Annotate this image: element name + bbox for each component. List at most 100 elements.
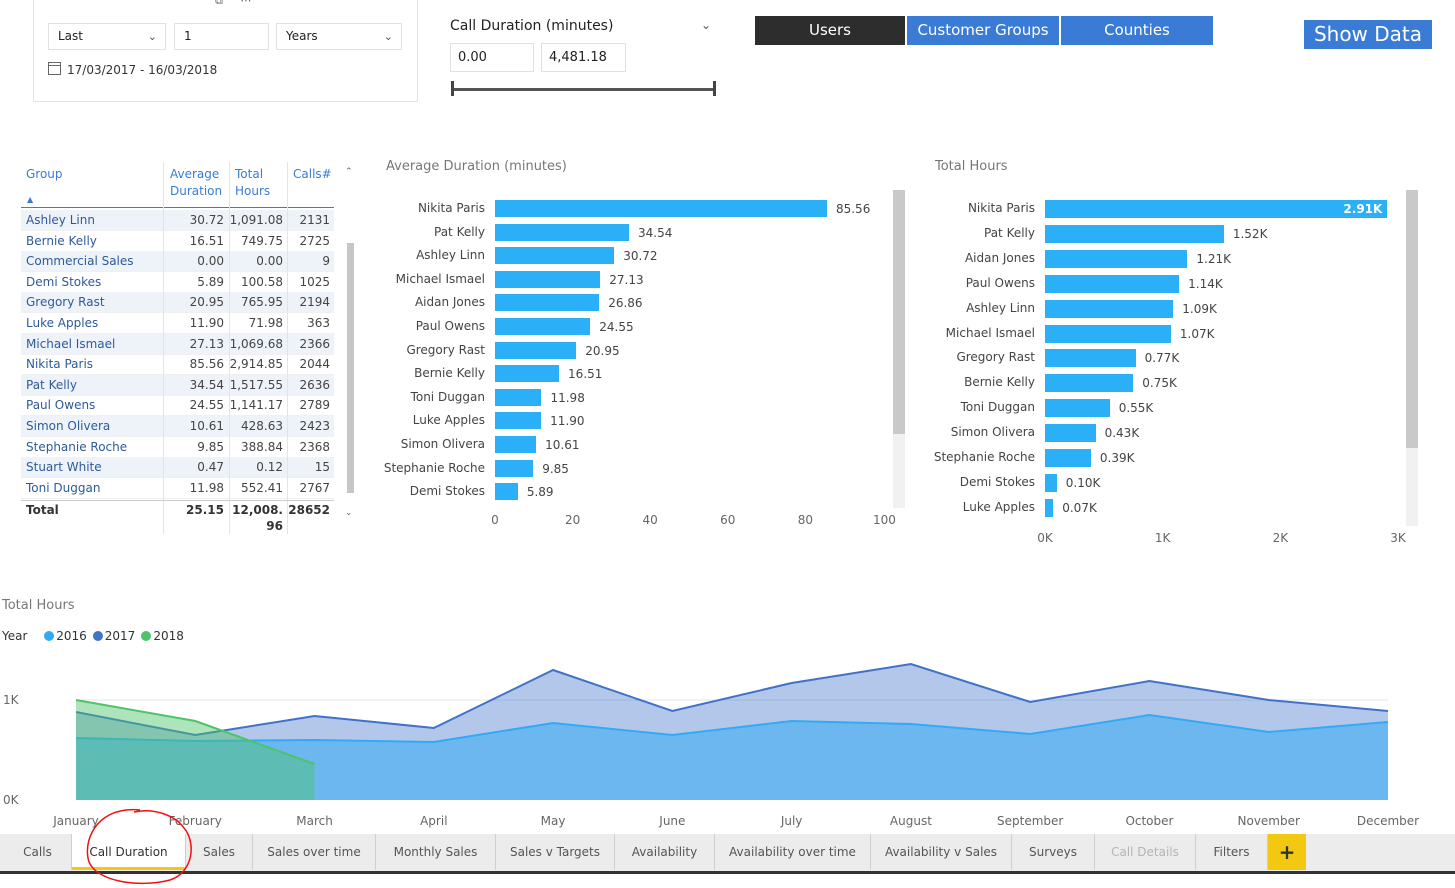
bar[interactable] bbox=[495, 200, 827, 217]
chevron-down-icon[interactable]: ⌄ bbox=[701, 18, 712, 32]
table-row[interactable]: Pat Kelly 34.54 1,517.55 2636 bbox=[21, 374, 334, 396]
bar[interactable] bbox=[1045, 424, 1096, 443]
legend-item[interactable]: 2017 bbox=[92, 629, 135, 643]
bar[interactable] bbox=[1045, 324, 1171, 343]
table-row[interactable]: Gregory Rast 20.95 765.95 2194 bbox=[21, 292, 334, 314]
bar[interactable] bbox=[495, 483, 518, 501]
date-count-input[interactable]: 1 bbox=[174, 23, 269, 50]
tab-monthly-sales[interactable]: Monthly Sales bbox=[376, 834, 496, 870]
table-row[interactable]: Bernie Kelly 16.51 749.75 2725 bbox=[21, 231, 334, 252]
bar[interactable] bbox=[495, 294, 600, 312]
tab-call-details[interactable]: Call Details bbox=[1095, 834, 1196, 870]
table-scrollbar[interactable]: ⌃ ⌄ bbox=[344, 165, 356, 520]
bar[interactable] bbox=[1045, 200, 1388, 218]
table-row[interactable]: Luke Apples 11.90 71.98 363 bbox=[21, 313, 334, 334]
bar[interactable] bbox=[495, 223, 629, 241]
tab-sales[interactable]: Sales bbox=[186, 834, 253, 870]
table-row[interactable]: Demi Stokes 5.89 100.58 1025 bbox=[21, 272, 334, 293]
date-mode-dropdown[interactable]: Last ⌄ bbox=[48, 23, 166, 50]
x-tick-label: November bbox=[1238, 814, 1300, 828]
bar[interactable] bbox=[495, 436, 537, 453]
duration-slider-min-handle[interactable] bbox=[451, 81, 454, 96]
duration-slider-track[interactable] bbox=[453, 88, 715, 91]
bar[interactable] bbox=[1045, 349, 1136, 368]
data-label: 30.72 bbox=[623, 249, 658, 264]
bar[interactable] bbox=[495, 388, 542, 406]
avg-chart-scroll-thumb[interactable] bbox=[893, 190, 905, 434]
table-row[interactable]: Stephanie Roche 9.85 388.84 2368 bbox=[21, 437, 334, 458]
tab-calls[interactable]: Calls bbox=[4, 834, 72, 870]
bar[interactable] bbox=[1045, 224, 1224, 243]
bar[interactable] bbox=[495, 459, 534, 477]
total-label: Total bbox=[26, 503, 59, 517]
visual-header-icons[interactable]: ⧉ ⋯ bbox=[215, 0, 251, 8]
bar[interactable] bbox=[1045, 399, 1110, 418]
tab-surveys[interactable]: Surveys bbox=[1012, 834, 1095, 870]
table-row[interactable]: Toni Duggan 11.98 552.41 2767 bbox=[21, 478, 334, 499]
bar[interactable] bbox=[495, 247, 615, 265]
area-series-2016[interactable] bbox=[76, 715, 1388, 800]
red-circle-annotation bbox=[86, 809, 192, 885]
legend-item[interactable]: 2018 bbox=[141, 629, 184, 643]
category-label: Demi Stokes bbox=[409, 484, 485, 499]
tab-availability-over-time[interactable]: Availability over time bbox=[715, 834, 871, 870]
sort-ascending-icon[interactable]: ▲ bbox=[27, 195, 34, 204]
customer-groups-button[interactable]: Customer Groups bbox=[907, 16, 1059, 45]
line-series-2018[interactable] bbox=[75, 699, 315, 765]
bar[interactable] bbox=[495, 365, 560, 383]
tab-filters[interactable]: Filters bbox=[1196, 834, 1268, 870]
counties-button[interactable]: Counties bbox=[1061, 16, 1213, 45]
bar[interactable] bbox=[1045, 473, 1057, 492]
bar[interactable] bbox=[495, 318, 591, 335]
table-row[interactable]: Ashley Linn 30.72 1,091.08 2131 bbox=[21, 210, 334, 231]
col-header-avg-duration[interactable]: Average Duration bbox=[170, 167, 223, 198]
table-row[interactable]: Paul Owens 24.55 1,141.17 2789 bbox=[21, 395, 334, 417]
avg-chart-scrollbar[interactable] bbox=[893, 190, 905, 508]
duration-max-input[interactable]: 4,481.18 bbox=[541, 43, 626, 72]
col-header-calls[interactable]: Calls# bbox=[293, 167, 332, 181]
bar[interactable] bbox=[1045, 374, 1134, 393]
bar[interactable] bbox=[1045, 498, 1054, 517]
tab-availability-v-sales[interactable]: Availability v Sales bbox=[871, 834, 1012, 870]
more-options-icon[interactable]: ⋯ bbox=[240, 0, 252, 7]
hours-chart-scrollbar[interactable] bbox=[1406, 190, 1418, 526]
bar[interactable] bbox=[495, 270, 601, 288]
bar[interactable] bbox=[1045, 449, 1091, 467]
scroll-up-icon[interactable]: ⌃ bbox=[345, 167, 353, 177]
line-series-2016[interactable] bbox=[75, 713, 1389, 744]
table-row[interactable]: Commercial Sales 0.00 0.00 9 bbox=[21, 251, 334, 273]
duration-min-input[interactable]: 0.00 bbox=[450, 43, 534, 72]
duration-min-value: 0.00 bbox=[458, 50, 487, 65]
focus-mode-icon[interactable]: ⧉ bbox=[215, 0, 223, 7]
users-button[interactable]: Users bbox=[755, 16, 905, 45]
duration-slider-max-handle[interactable] bbox=[713, 81, 716, 96]
legend-item[interactable]: 2016 bbox=[44, 629, 87, 643]
tab-sales-v-targets[interactable]: Sales v Targets bbox=[496, 834, 615, 870]
col-header-total-hours[interactable]: Total Hours bbox=[235, 167, 271, 198]
add-page-button[interactable]: + bbox=[1268, 834, 1306, 870]
table-scroll-thumb[interactable] bbox=[347, 243, 354, 493]
scroll-down-icon[interactable]: ⌄ bbox=[345, 508, 353, 518]
cell-total-hours: 1,069.68 bbox=[229, 336, 283, 351]
date-range[interactable]: 17/03/2017 - 16/03/2018 bbox=[48, 62, 217, 77]
tab-sales-over-time[interactable]: Sales over time bbox=[253, 834, 376, 870]
bar[interactable] bbox=[495, 341, 577, 359]
tab-availability[interactable]: Availability bbox=[615, 834, 715, 870]
bar[interactable] bbox=[495, 412, 542, 430]
bar[interactable] bbox=[1045, 274, 1180, 293]
cell-group: Simon Olivera bbox=[26, 419, 111, 433]
bar[interactable] bbox=[1045, 249, 1188, 268]
col-header-group[interactable]: Group bbox=[26, 167, 63, 181]
tab-call-duration[interactable]: Call Duration bbox=[72, 834, 186, 870]
table-row[interactable]: Stuart White 0.47 0.12 15 bbox=[21, 457, 334, 479]
hours-chart-scroll-thumb[interactable] bbox=[1406, 190, 1418, 448]
table-row[interactable]: Nikita Paris 85.56 2,914.85 2044 bbox=[21, 354, 334, 376]
line-series-2017[interactable] bbox=[75, 662, 1389, 737]
table-row[interactable]: Simon Olivera 10.61 428.63 2423 bbox=[21, 416, 334, 437]
area-series-2018[interactable] bbox=[76, 700, 315, 800]
date-unit-dropdown[interactable]: Years ⌄ bbox=[276, 23, 402, 50]
show-data-button[interactable]: Show Data bbox=[1304, 20, 1432, 49]
bar[interactable] bbox=[1045, 299, 1174, 318]
total-hours-chart: Nikita Paris 2.91K Pat Kelly 1.52K Aidan Jon… bbox=[920, 190, 1410, 550]
table-row[interactable]: Michael Ismael 27.13 1,069.68 2366 bbox=[21, 333, 334, 355]
